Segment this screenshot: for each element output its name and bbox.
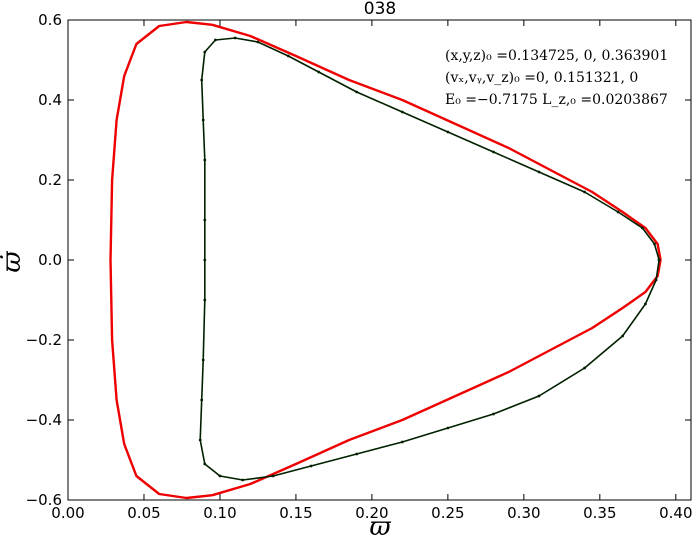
y-tick-label: 0.4 bbox=[38, 91, 62, 109]
series-1-point bbox=[653, 242, 656, 246]
annotations: (x,y,z)₀ =0.134725, 0, 0.363901 (vₓ,vᵧ,v… bbox=[445, 48, 668, 108]
series-1-point bbox=[203, 158, 207, 162]
y-axis-label: ϖ̇ bbox=[0, 251, 27, 273]
x-tick-label: 0.15 bbox=[279, 504, 312, 522]
series-1-point bbox=[583, 190, 586, 194]
x-tick-label: 0.00 bbox=[51, 504, 84, 522]
series-1-point bbox=[203, 258, 207, 262]
x-tick-label: 0.20 bbox=[355, 504, 388, 522]
series-1-point bbox=[400, 440, 404, 444]
series-1-point bbox=[309, 464, 313, 468]
series-1-point bbox=[537, 394, 541, 398]
series-1-point bbox=[641, 226, 644, 230]
series-1-point bbox=[621, 334, 624, 338]
chart-title: 038 bbox=[364, 0, 396, 19]
y-tick-label: 0.2 bbox=[38, 171, 62, 189]
series-1-point bbox=[203, 50, 207, 54]
axes: 0.00 0.05 0.10 0.15 0.20 0.25 0.30 0.35 0.40 0.6 0… bbox=[26, 11, 693, 522]
series-1-point bbox=[241, 478, 245, 482]
series-1-orbit bbox=[199, 37, 660, 481]
series-1-point bbox=[203, 298, 207, 302]
series-1-point bbox=[492, 412, 495, 416]
series-1-point bbox=[583, 366, 586, 370]
series-1-point bbox=[355, 452, 359, 456]
annotation-energy: E₀ =−0.7175 L_z,₀ =0.0203867 bbox=[445, 92, 668, 108]
series-1-point bbox=[537, 170, 541, 174]
plot-area bbox=[109, 20, 662, 500]
series-1-point bbox=[644, 302, 647, 306]
x-tick-label: 0.35 bbox=[583, 504, 616, 522]
series-1-point bbox=[492, 150, 495, 154]
series-1-point bbox=[446, 130, 450, 134]
x-axis-label: ϖ bbox=[369, 512, 391, 539]
series-0-curve bbox=[109, 20, 662, 500]
series-1-point bbox=[233, 36, 237, 40]
series-1-point bbox=[200, 398, 204, 402]
y-tick-label: −0.6 bbox=[26, 491, 62, 509]
series-1-point bbox=[616, 210, 620, 214]
series-1-point bbox=[256, 40, 260, 44]
series-1-point bbox=[400, 110, 404, 114]
x-tick-label: 0.40 bbox=[659, 504, 692, 522]
series-1-point bbox=[201, 118, 205, 122]
series-1-point bbox=[214, 38, 217, 42]
series-1-point bbox=[203, 218, 207, 222]
series-1-point bbox=[355, 90, 359, 94]
series-1-point bbox=[271, 474, 275, 478]
y-tick-label: −0.2 bbox=[26, 331, 62, 349]
series-1-point bbox=[654, 278, 658, 282]
series-1-point bbox=[198, 438, 202, 442]
y-tick-label: 0.0 bbox=[38, 251, 62, 269]
series-1-point bbox=[317, 70, 321, 74]
x-tick-label: 0.10 bbox=[203, 504, 236, 522]
annotation-velocity: (vₓ,vᵧ,v_z)₀ =0, 0.151321, 0 bbox=[445, 70, 638, 86]
x-tick-label: 0.05 bbox=[127, 504, 160, 522]
series-1-point bbox=[446, 426, 450, 430]
series-1-point bbox=[657, 258, 661, 262]
annotation-position: (x,y,z)₀ =0.134725, 0, 0.363901 bbox=[445, 48, 668, 64]
series-1-point bbox=[203, 462, 207, 466]
series-1-point bbox=[200, 78, 204, 82]
series-1-point bbox=[218, 474, 222, 478]
x-tick-label: 0.25 bbox=[431, 504, 464, 522]
series-1-point bbox=[286, 54, 290, 58]
series-1-point bbox=[201, 358, 205, 362]
x-tick-label: 0.30 bbox=[507, 504, 540, 522]
y-tick-label: 0.6 bbox=[38, 11, 62, 29]
y-tick-label: −0.4 bbox=[26, 411, 62, 429]
